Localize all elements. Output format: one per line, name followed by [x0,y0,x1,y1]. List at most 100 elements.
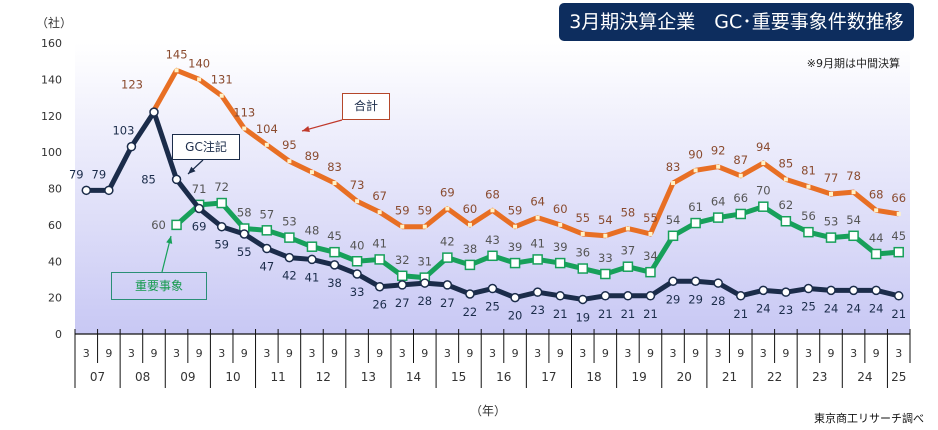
y-tick-label: 120 [41,110,62,123]
data-point-gc [397,280,407,290]
y-tick-label: 160 [41,37,62,50]
x-tick-label: 9 [873,347,880,360]
data-label-important: 53 [282,215,297,229]
data-label-gc: 21 [553,307,568,321]
data-label-important: 64 [711,195,726,209]
data-point-gc [262,243,272,254]
year-label: 18 [586,370,601,384]
year-label: 08 [135,370,150,384]
data-label-gc: 24 [824,301,839,315]
y-tick-label: 20 [48,292,62,305]
arrow-important-head [166,236,173,244]
callout-gc: GC注記 [172,134,240,160]
data-point-gc [690,276,701,287]
x-tick-label: 9 [737,347,744,360]
year-label: 13 [361,370,376,384]
data-point-total [648,231,653,236]
data-point-important [464,259,476,271]
data-point-gc [239,229,250,239]
data-point-gc [374,281,385,292]
x-tick-label: 9 [782,347,789,360]
x-tick-label: 3 [354,347,361,360]
data-point-total [355,199,360,204]
data-label-total: 60 [553,202,568,216]
x-tick-label: 3 [128,347,135,360]
data-point-important [645,266,656,278]
x-tick-label: 3 [895,347,902,360]
data-label-important: 42 [440,235,455,249]
data-label-important: 72 [214,180,229,194]
data-label-gc: 27 [440,296,455,310]
data-label-gc: 29 [666,292,681,306]
data-label-important: 54 [846,213,861,227]
series-line-total [151,67,900,239]
data-label-important: 32 [395,253,410,267]
data-point-gc [149,107,159,117]
data-point-total [603,233,608,238]
y-tick-label: 0 [55,328,62,341]
data-point-gc [465,289,475,299]
data-point-important [442,252,453,263]
x-tick-label: 9 [466,347,473,360]
data-label-total: 66 [891,191,906,205]
data-point-total [874,208,879,213]
data-point-total [174,68,179,73]
x-axis-unit: （年） [470,404,507,418]
data-point-gc [781,287,791,297]
data-point-total [671,181,676,186]
data-label-gc: 22 [463,305,478,319]
data-point-total [242,126,247,131]
x-tick-label: 3 [715,347,722,360]
data-label-gc: 42 [282,269,297,283]
y-axis: 0 20 40 60 80 100 120 140 160 [41,37,62,341]
data-label-total: 83 [327,160,342,174]
data-label-important: 71 [192,182,207,196]
x-tick-label: 3 [670,347,677,360]
data-label-important: 53 [824,215,839,229]
x-tick-label: 9 [286,347,293,360]
data-label-total: 55 [575,211,590,225]
data-label-gc: 79 [92,167,107,181]
year-label: 14 [406,370,421,384]
year-label: 11 [270,370,285,384]
year-label: 09 [180,370,195,384]
data-point-gc [510,292,520,303]
data-point-total [851,190,856,195]
x-tick-label: 9 [331,347,338,360]
arrow-total-head [302,126,310,133]
data-label-total: 140 [188,56,210,70]
data-point-gc [442,280,453,290]
data-point-total [806,184,811,189]
data-point-gc [668,276,678,287]
data-label-gc: 28 [711,294,726,308]
data-label-total: 123 [121,77,143,91]
x-tick-label: 3 [83,347,90,360]
data-label-total: 85 [779,156,794,170]
x-tick-label: 3 [760,347,767,360]
data-label-total: 55 [643,211,658,225]
data-point-gc [307,254,317,265]
data-label-gc: 23 [779,303,794,317]
data-point-gc [420,278,430,288]
data-point-total [445,206,450,211]
year-label: 20 [677,370,692,384]
data-label-important: 44 [869,231,884,245]
data-label-gc: 47 [260,260,275,274]
data-point-gc [848,285,859,296]
y-tick-label: 60 [48,219,62,232]
data-label-total: 73 [350,178,365,192]
y-tick-label: 140 [41,73,62,86]
data-point-important [374,254,385,265]
data-label-gc: 25 [485,300,500,314]
data-label-gc: 103 [112,124,134,138]
x-tick-label: 3 [308,347,315,360]
data-label-total: 145 [166,47,188,61]
data-point-important [848,230,859,242]
data-point-total [829,191,834,196]
x-tick-label: 9 [557,347,564,360]
data-label-total: 104 [256,122,278,136]
data-label-important: 54 [666,213,681,227]
data-point-important [329,246,340,258]
x-tick-label: 3 [850,347,857,360]
data-label-total: 78 [846,169,861,183]
